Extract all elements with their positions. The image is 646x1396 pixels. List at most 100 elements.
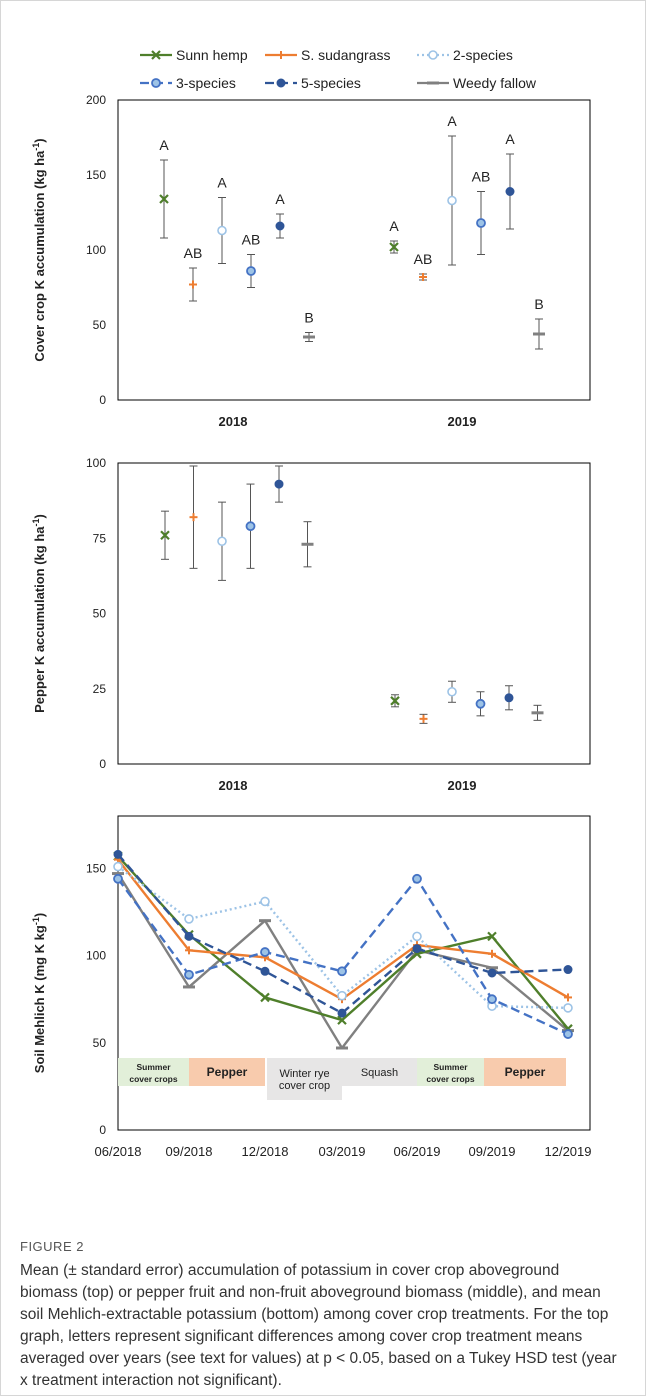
phase-band-label: cover crops [426, 1074, 474, 1084]
legend-marker [276, 78, 286, 88]
plot-area [117, 462, 591, 765]
plot-area [117, 99, 591, 401]
marker-stroke [151, 50, 161, 60]
marker-circle [337, 1008, 347, 1018]
marker-circle [563, 965, 573, 975]
phase-band-label: Pepper [207, 1065, 248, 1079]
marker-circle [113, 861, 123, 872]
legend-item-2-species: 2-species [417, 47, 513, 63]
marker-circle [504, 693, 514, 703]
marker-circle [337, 966, 347, 977]
x-tick-label: 12/2019 [545, 1144, 592, 1159]
legend-item-sunn-hemp: Sunn hemp [140, 47, 248, 63]
x-tick-label: 12/2018 [242, 1144, 289, 1159]
data-point [185, 946, 193, 955]
y-tick-label: 100 [86, 243, 106, 257]
phase-band-fill [118, 1058, 189, 1086]
data-point [260, 966, 270, 976]
marker-circle [428, 50, 438, 60]
phase-band-label: Winter rye [279, 1068, 329, 1080]
y-tick-label: 150 [86, 861, 106, 875]
legend-label: Weedy fallow [453, 75, 537, 91]
legend-label: 2-species [453, 47, 513, 63]
data-point [337, 966, 347, 977]
phase-band-label: cover crops [129, 1074, 177, 1084]
data-point [160, 530, 170, 541]
series-weedy-fallow [301, 521, 544, 721]
marker-circle [151, 78, 161, 88]
data-point [487, 994, 497, 1005]
data-point [159, 194, 169, 204]
marker-circle [487, 994, 497, 1005]
marker-circle [113, 873, 123, 884]
marker-circle [563, 1003, 573, 1013]
data-point [217, 225, 227, 236]
legend-item-3-species: 3-species [140, 75, 236, 91]
data-point [563, 1003, 573, 1013]
phase-band-fill [342, 1058, 417, 1086]
significance-letter: B [534, 296, 543, 312]
marker-circle [184, 969, 194, 980]
marker-circle [217, 225, 227, 236]
data-point [487, 931, 497, 942]
significance-letter: A [217, 175, 227, 191]
phase-band-fill [267, 1058, 342, 1100]
data-point [260, 947, 270, 957]
chart-3: Summer cover crops Pepper Winter rye cover c… [31, 815, 592, 1159]
marker-circle [274, 479, 284, 489]
data-point [245, 521, 256, 532]
marker-circle [412, 931, 422, 942]
phase-band-summer-cover-crops: Summer cover crops [417, 1058, 484, 1086]
significance-letter: AB [242, 232, 261, 248]
significance-letter: AB [472, 169, 491, 185]
y-tick-label: 50 [93, 318, 107, 332]
marker-circle [260, 966, 270, 976]
y-tick-label: 100 [86, 456, 106, 470]
y-tick-label: 200 [86, 93, 106, 107]
data-point [419, 714, 428, 723]
series-s-sudangrass [189, 465, 428, 724]
marker-stroke [389, 242, 399, 252]
legend-label: S. sudangrass [301, 47, 391, 63]
marker-stroke [159, 194, 169, 204]
marker-circle [505, 187, 515, 196]
series-sunn-hemp: AA [159, 137, 399, 254]
phase-band-label: Summer [136, 1062, 171, 1072]
marker-circle [276, 78, 286, 88]
data-point [337, 990, 347, 1001]
phase-band-fill [417, 1058, 484, 1086]
y-axis-label: Cover crop K accumulation (kg ha-1) [31, 138, 47, 361]
marker-circle [563, 1029, 573, 1039]
significance-letter: A [505, 131, 515, 147]
figure-2-charts: Sunn hemp S. sudangrass 2-species 3-species… [31, 47, 592, 1159]
series-3-species [113, 873, 573, 1039]
chart-2: 0 25 50 75 100 2018 2019 Pepper K accumulation … [31, 456, 591, 793]
phase-band-fill [484, 1058, 566, 1086]
data-point [389, 242, 399, 252]
data-point [505, 187, 515, 196]
marker-circle [184, 931, 194, 941]
chart-1: 0 50 100 150 200 2018 2019 Cover crop K accumul… [31, 93, 591, 429]
y-tick-label: 25 [93, 682, 107, 696]
significance-letter: A [159, 137, 169, 153]
series-2-species [217, 501, 457, 703]
data-point [260, 896, 270, 907]
marker-circle [113, 849, 123, 859]
legend-marker [151, 78, 161, 88]
legend-item-5-species: 5-species [265, 75, 361, 91]
data-point [184, 914, 194, 924]
significance-letter: AB [184, 245, 203, 261]
significance-letter: A [389, 218, 399, 234]
data-point [476, 218, 486, 228]
phase-band-fill [189, 1058, 265, 1086]
figure-caption: Mean (± standard error) accumulation of … [20, 1262, 617, 1389]
data-point [337, 1008, 347, 1018]
data-point [275, 221, 285, 231]
x-category-label: 2018 [219, 414, 248, 429]
marker-circle [476, 218, 486, 228]
data-point [447, 686, 457, 697]
phase-band-label: Summer [433, 1062, 468, 1072]
x-category-label: 2019 [448, 414, 477, 429]
phase-band-label: Pepper [505, 1065, 546, 1079]
marker-circle [275, 221, 285, 231]
